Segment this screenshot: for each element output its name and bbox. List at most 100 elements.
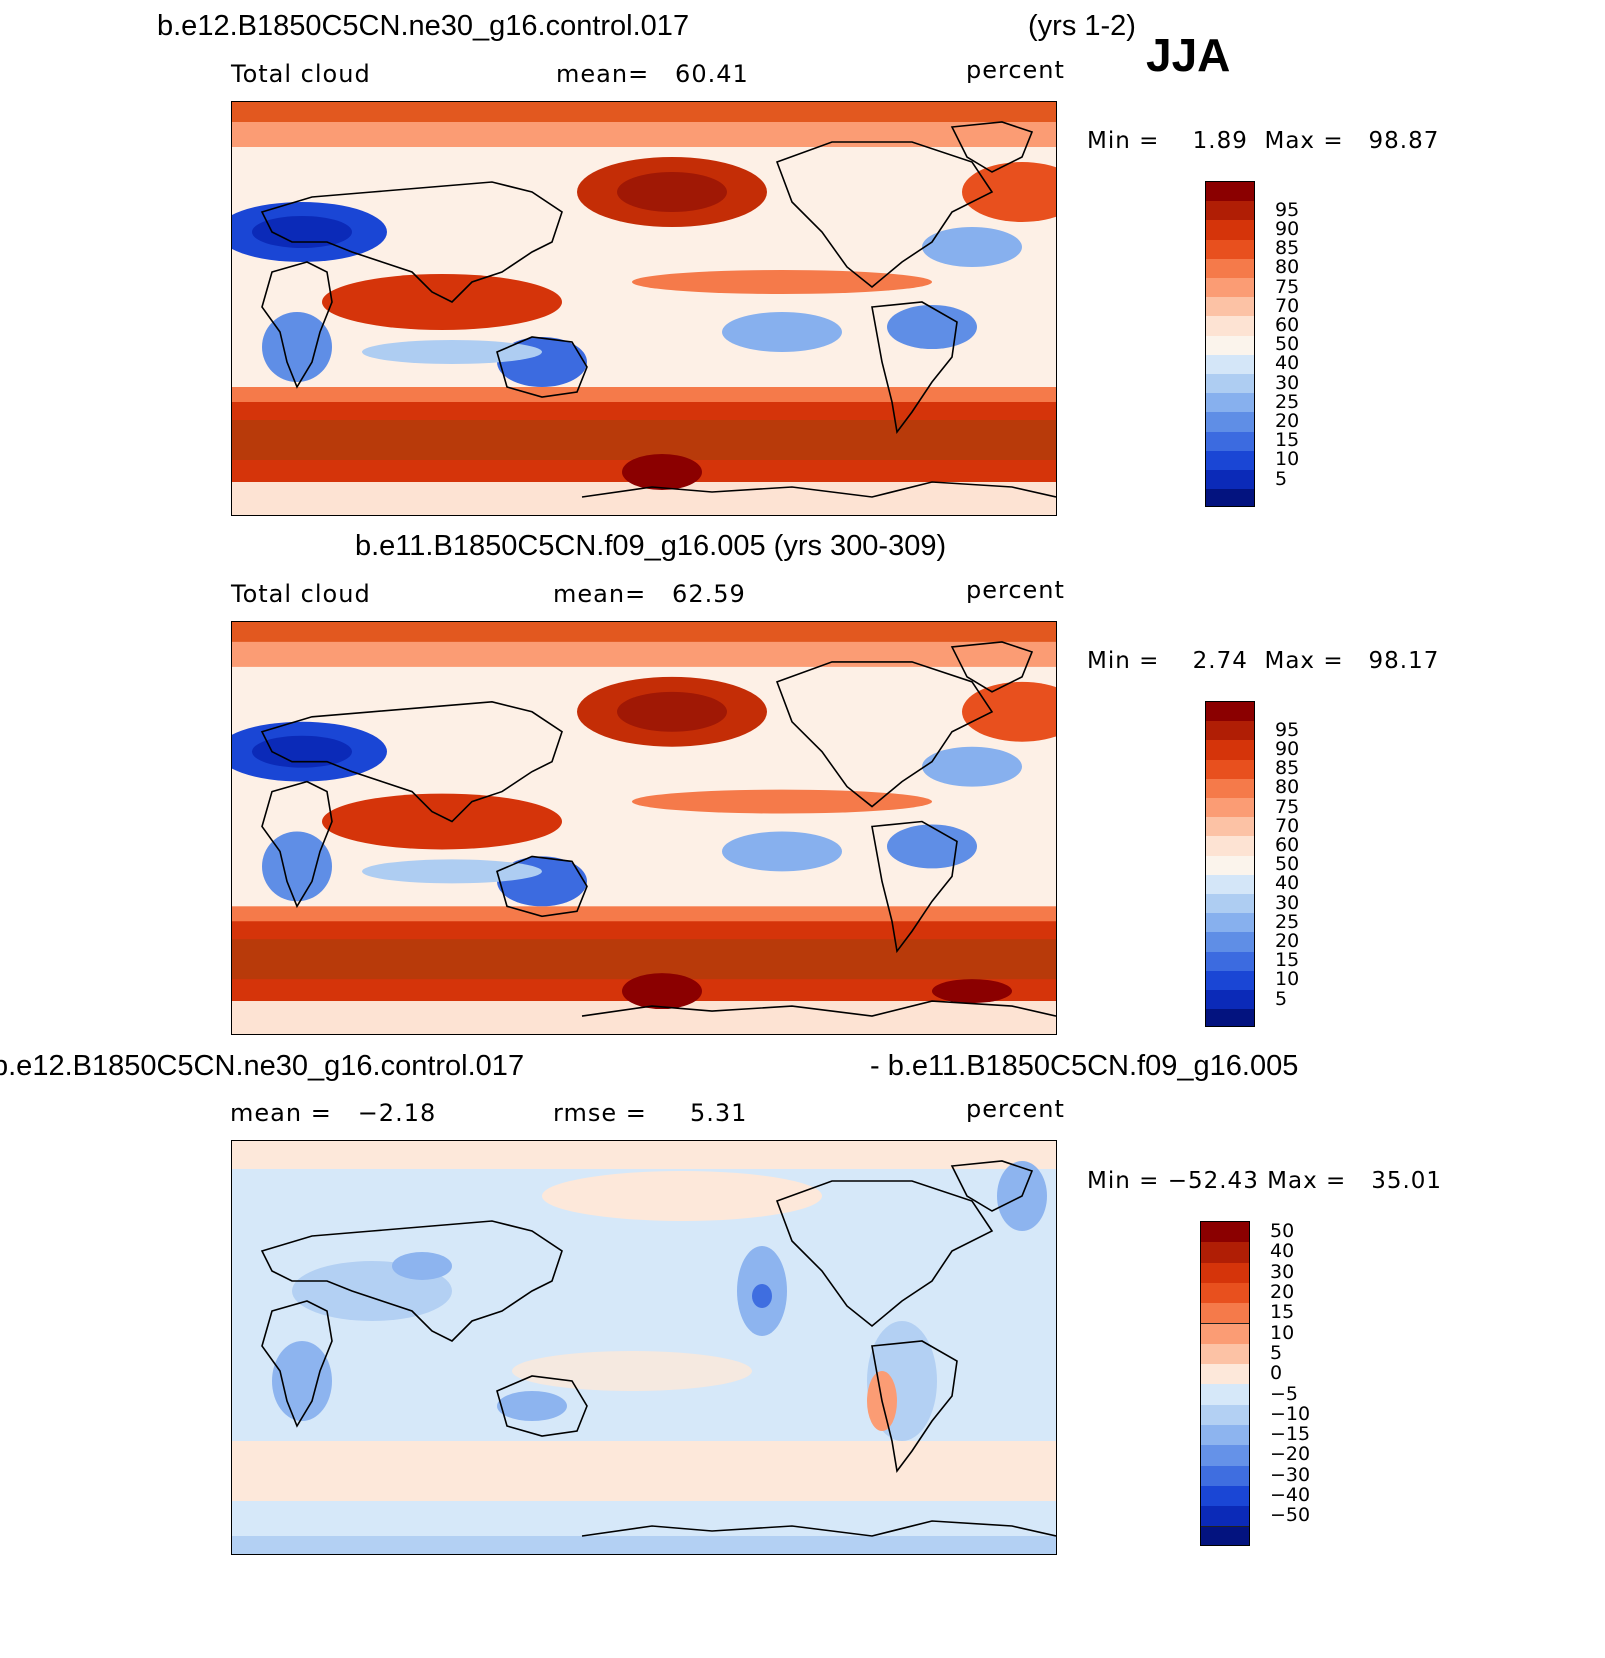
panel1-minmax: Min = 1.89 Max = 98.87	[1087, 128, 1440, 154]
colorbar-swatch	[1201, 1262, 1249, 1284]
colorbar-swatch	[1201, 1222, 1249, 1244]
colorbar-swatch	[1206, 431, 1254, 452]
colorbar-tick-label: 20	[1275, 410, 1300, 432]
colorbar-swatch	[1201, 1526, 1249, 1545]
colorbar-swatch	[1206, 759, 1254, 780]
season-label: JJA	[1146, 29, 1231, 81]
colorbar-tick-label: 80	[1275, 776, 1300, 799]
colorbar-swatch	[1206, 354, 1254, 375]
colorbar-swatches	[1205, 701, 1255, 1028]
colorbar-tick-label: 10	[1270, 1321, 1295, 1344]
colorbar-tick-label: 10	[1275, 448, 1300, 471]
panel1-years: (yrs 1-2)	[1028, 10, 1136, 42]
colorbar-swatch	[1206, 450, 1254, 471]
panel3-mean: mean = −2.18	[230, 1099, 437, 1127]
colorbar-swatch	[1206, 990, 1254, 1011]
colorbar-tick-label: 50	[1275, 333, 1300, 356]
cloud-diff-map	[232, 1141, 1056, 1554]
colorbar-tick-label: 50	[1275, 853, 1300, 876]
colorbar-swatch	[1206, 778, 1254, 799]
colorbar-tick-label: 80	[1275, 256, 1300, 279]
colorbar-swatch	[1206, 702, 1254, 723]
colorbar-swatch	[1206, 721, 1254, 742]
colorbar-tick-label: 75	[1275, 795, 1300, 818]
colorbar-tick-label: −30	[1270, 1463, 1311, 1486]
panel3-colorbar: 50 40 30 20 15 10 5 0 −5 −10 −15 −20 −30 −40 −50	[1200, 1220, 1311, 1546]
colorbar-swatch	[1206, 740, 1254, 761]
colorbar-swatch	[1201, 1303, 1249, 1325]
cloud-field-map-2	[232, 622, 1056, 1034]
colorbar-tick-label: 70	[1275, 814, 1300, 837]
colorbar-tick-label: 15	[1270, 1301, 1295, 1324]
colorbar-tick-label: −15	[1270, 1423, 1311, 1446]
colorbar-swatch	[1206, 470, 1254, 491]
panel3-minmax: Min = −52.43 Max = 35.01	[1087, 1168, 1443, 1194]
panel3-units: percent	[966, 1095, 1065, 1123]
colorbar-swatch	[1206, 489, 1254, 507]
panel1-mean: mean= 60.41	[556, 60, 749, 88]
panel2-minmax: Min = 2.74 Max = 98.17	[1087, 648, 1440, 674]
colorbar-tick-label: −40	[1270, 1484, 1311, 1507]
colorbar-tick-label: 20	[1275, 930, 1300, 952]
colorbar-tick-label: 25	[1275, 390, 1300, 413]
colorbar-tick-label: −10	[1270, 1402, 1311, 1425]
colorbar-swatch	[1206, 836, 1254, 857]
colorbar-swatch	[1206, 894, 1254, 915]
colorbar-swatch	[1206, 393, 1254, 414]
colorbar-swatch	[1201, 1445, 1249, 1467]
colorbar-swatch	[1201, 1404, 1249, 1426]
colorbar-tick-label: 5	[1275, 467, 1288, 490]
colorbar-swatch	[1201, 1242, 1249, 1264]
panel1-colorbar: 95 90 85 80 75 70 60 50 40 30 25 20 15 10 5	[1205, 181, 1315, 508]
colorbar-swatch	[1206, 932, 1254, 953]
colorbar-swatch	[1206, 297, 1254, 318]
colorbar-swatch	[1206, 798, 1254, 819]
colorbar-swatch	[1206, 239, 1254, 260]
colorbar-swatch	[1206, 855, 1254, 876]
panel3-title-right: - b.e11.B1850C5CN.f09_g16.005	[870, 1050, 1299, 1082]
colorbar-tick-label: 40	[1270, 1240, 1295, 1263]
colorbar-swatch	[1206, 412, 1254, 433]
colorbar-swatch	[1206, 1009, 1254, 1027]
colorbar-tick-label: 75	[1275, 275, 1300, 298]
colorbar-swatch	[1206, 374, 1254, 395]
colorbar-swatch	[1201, 1323, 1249, 1345]
colorbar-swatch	[1206, 817, 1254, 838]
panel2-variable: Total cloud	[231, 580, 371, 608]
colorbar-swatch	[1201, 1343, 1249, 1366]
panel2-colorbar: 95 90 85 80 75 70 60 50 40 30 25 20 15 10 5	[1205, 701, 1315, 1028]
panel1-variable: Total cloud	[231, 60, 371, 88]
colorbar-tick-label: 15	[1275, 429, 1300, 452]
panel2-mean: mean= 62.59	[553, 580, 746, 608]
colorbar-tick-label: 5	[1270, 1341, 1283, 1364]
colorbar-tick-label: 50	[1270, 1220, 1295, 1243]
colorbar-swatch	[1201, 1364, 1249, 1386]
colorbar-tick-label: −50	[1270, 1504, 1311, 1527]
colorbar-swatch	[1201, 1485, 1249, 1508]
colorbar-tick-label: 85	[1275, 757, 1300, 780]
colorbar-tick-label: 60	[1275, 314, 1300, 336]
colorbar-swatch	[1206, 258, 1254, 279]
colorbar-swatch	[1201, 1282, 1249, 1305]
colorbar-swatch	[1206, 970, 1254, 991]
colorbar-swatch	[1206, 316, 1254, 337]
panel2-map	[231, 621, 1057, 1035]
panel2-title: b.e11.B1850C5CN.f09_g16.005 (yrs 300-309…	[355, 530, 947, 562]
colorbar-tick-label: 60	[1275, 834, 1300, 856]
panel3-title: b.e12.B1850C5CN.ne30_g16.control.017	[0, 1050, 525, 1082]
colorbar-tick-label: 70	[1275, 294, 1300, 317]
colorbar-swatches	[1205, 181, 1255, 508]
colorbar-tick-label: 40	[1275, 872, 1300, 895]
colorbar-tick-label: 30	[1270, 1260, 1295, 1283]
colorbar-swatch	[1206, 951, 1254, 972]
colorbar-swatch	[1201, 1465, 1249, 1487]
colorbar-tick-label: −5	[1270, 1382, 1299, 1405]
colorbar-swatch	[1206, 913, 1254, 934]
panel3-rmse: rmse = 5.31	[553, 1099, 748, 1127]
colorbar-tick-label: 5	[1275, 987, 1288, 1010]
panel1-title: b.e12.B1850C5CN.ne30_g16.control.017	[157, 10, 690, 42]
colorbar-swatch	[1206, 220, 1254, 241]
colorbar-tick-label: 20	[1270, 1281, 1295, 1304]
panel2-units: percent	[966, 576, 1065, 604]
panel1-units: percent	[966, 56, 1065, 84]
